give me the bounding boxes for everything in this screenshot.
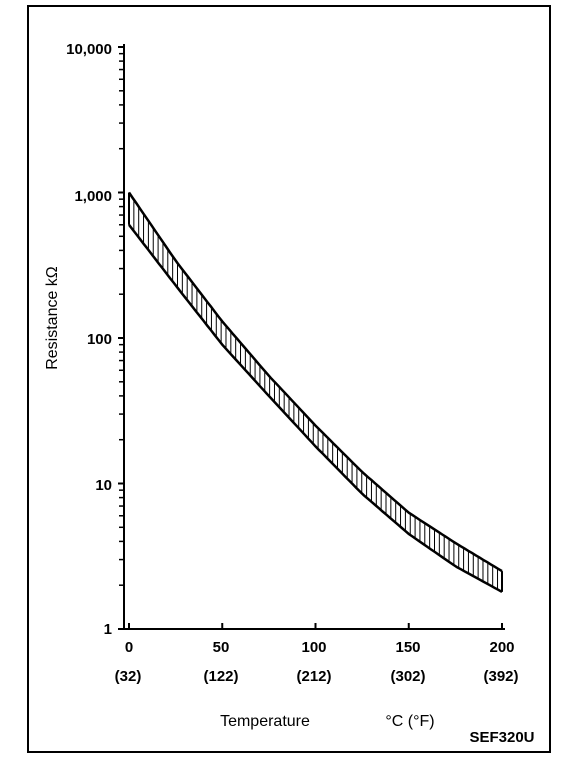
x-tick-label-50: 50 (213, 639, 230, 656)
y-tick-label-10000: 10,000 (66, 41, 112, 58)
x-tick-label-200: 200 (489, 639, 514, 656)
x-tick-label-f-302: (302) (390, 668, 425, 685)
y-minor-ticks (119, 52, 124, 586)
figure-code: SEF320U (469, 729, 534, 746)
x-tick-label-f-32: (32) (115, 668, 142, 685)
x-axis-title: Temperature (220, 713, 310, 730)
upper-limit-curve (127, 191, 503, 573)
x-tick-label-f-122: (122) (203, 668, 238, 685)
x-major-ticks (128, 623, 503, 629)
x-axis-unit-label: °C (°F) (385, 713, 434, 730)
x-tick-label-f-212: (212) (296, 668, 331, 685)
y-tick-label-10: 10 (95, 477, 112, 494)
band-hatching (128, 192, 503, 592)
figure-frame (27, 5, 551, 753)
x-tick-label-150: 150 (395, 639, 420, 656)
y-major-ticks (118, 46, 124, 630)
lower-limit-curve (128, 224, 503, 593)
y-tick-label-100: 100 (87, 331, 112, 348)
y-tick-label-1000: 1,000 (74, 188, 112, 205)
resistance-band (127, 191, 503, 593)
x-tick-label-f-392: (392) (483, 668, 518, 685)
x-tick-label-0: 0 (125, 639, 133, 656)
y-tick-label-1: 1 (104, 621, 112, 638)
y-axis-title: Resistance kΩ (44, 266, 61, 370)
x-tick-label-100: 100 (301, 639, 326, 656)
